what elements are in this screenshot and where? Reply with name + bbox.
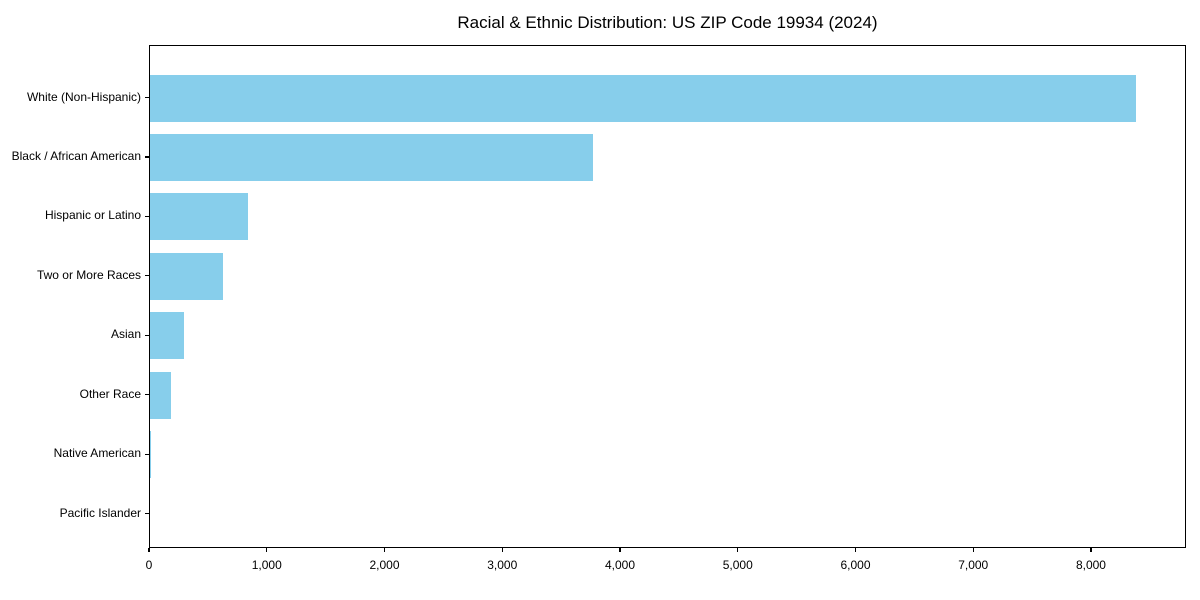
bar-black-african-american (150, 133, 593, 181)
xtick-label-6000: 6,000 (840, 558, 871, 572)
ytick-label-other-race: Other Race (79, 386, 141, 401)
xtick-mark (737, 548, 739, 552)
bar-native-american (150, 431, 152, 479)
ytick-mark (145, 513, 149, 515)
ytick-mark (145, 394, 149, 396)
bar-other-race (150, 371, 171, 419)
xtick-label-5000: 5,000 (722, 558, 753, 572)
xtick-mark (501, 548, 503, 552)
plot-area (149, 45, 1186, 548)
xtick-label-0: 0 (145, 558, 153, 572)
xtick-label-4000: 4,000 (604, 558, 635, 572)
ytick-mark (145, 275, 149, 277)
ytick-mark (145, 334, 149, 336)
ytick-label-black-african-american: Black / African American (11, 148, 141, 163)
ytick-mark (145, 453, 149, 455)
xtick-mark (972, 548, 974, 552)
xtick-mark (1090, 548, 1092, 552)
xtick-label-7000: 7,000 (958, 558, 989, 572)
ytick-label-hispanic-or-latino: Hispanic or Latino (44, 208, 141, 223)
xtick-mark (383, 548, 386, 552)
xtick-mark (266, 548, 268, 552)
ytick-label-white-non-hispanic: White (Non-Hispanic) (26, 89, 141, 104)
ytick-mark (145, 97, 149, 99)
xtick-mark (854, 548, 857, 552)
xtick-label-2000: 2,000 (369, 558, 400, 572)
ytick-mark (145, 215, 149, 218)
ytick-mark (145, 156, 149, 158)
bar-two-or-more-races (150, 252, 223, 300)
bar-white-non-hispanic (150, 74, 1136, 122)
ytick-label-native-american: Native American (53, 446, 141, 461)
ytick-label-two-or-more-races: Two or More Races (36, 267, 141, 282)
xtick-mark (148, 548, 150, 552)
xtick-label-1000: 1,000 (251, 558, 282, 572)
chart-title: Racial & Ethnic Distribution: US ZIP Cod… (457, 13, 878, 32)
xtick-label-3000: 3,000 (487, 558, 518, 572)
ytick-label-pacific-islander: Pacific Islander (59, 505, 141, 520)
ytick-label-asian: Asian (110, 327, 141, 342)
bar-hispanic-or-latino (150, 193, 248, 241)
xtick-mark (619, 548, 621, 552)
xtick-label-8000: 8,000 (1075, 558, 1106, 572)
bar-asian (150, 312, 185, 360)
